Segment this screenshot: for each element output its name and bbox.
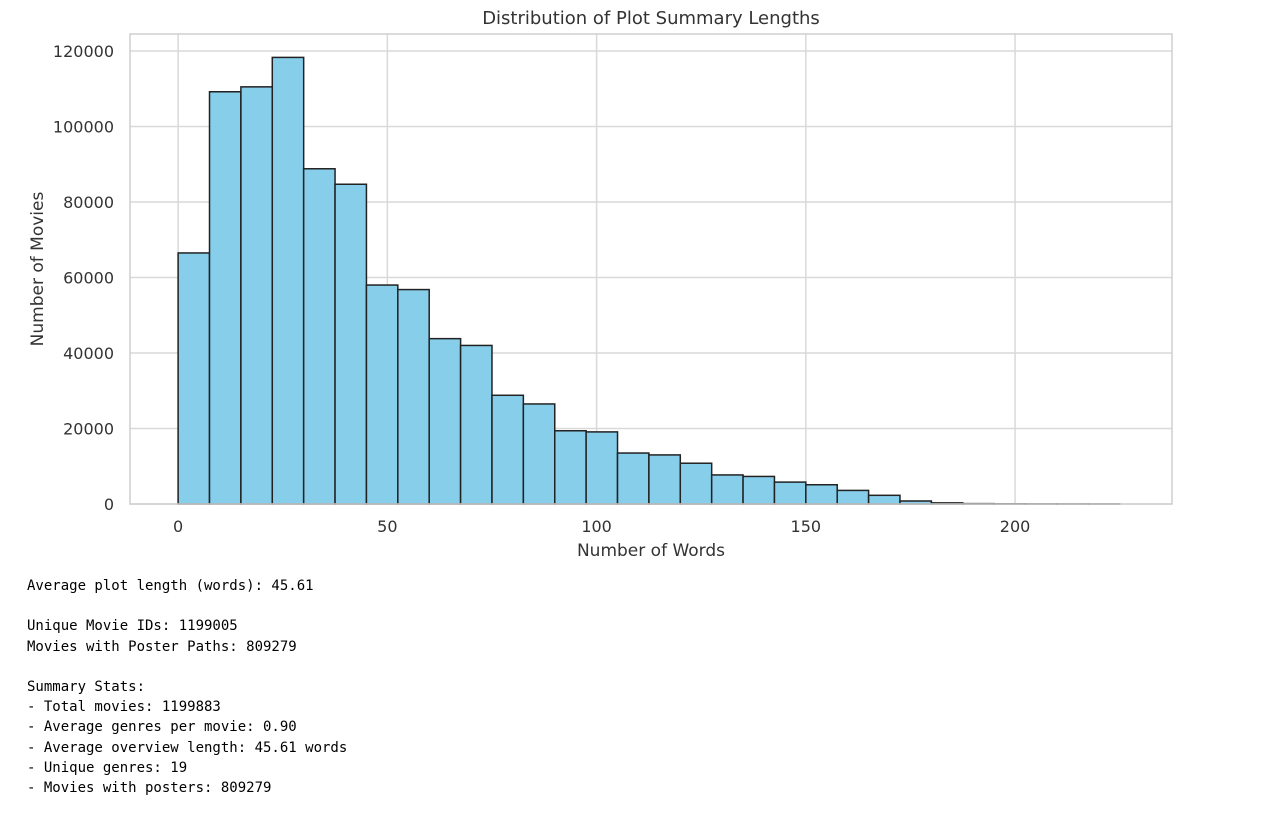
y-tick-label: 60000: [63, 268, 114, 287]
x-tick-label: 50: [377, 517, 397, 536]
summary-header-line: Summary Stats:: [27, 678, 146, 695]
x-tick-label: 0: [173, 517, 183, 536]
histogram-bar: [616, 452, 650, 505]
avg-plot-length-line: Average plot length (words): 45.61: [27, 578, 314, 594]
x-tick-label: 100: [581, 517, 612, 536]
y-tick-label: 0: [104, 495, 114, 514]
plot-frame: [129, 33, 1173, 505]
x-axis-ticks: 0 50 100 150 200: [173, 517, 1030, 536]
with-posters-line: - Movies with posters: 809279: [27, 779, 272, 796]
x-tick-label: 200: [1000, 517, 1031, 536]
console-output: Average plot length (words): 45.61 Unique…: [27, 576, 347, 798]
avg-genres-line: - Average genres per movie: 0.90: [27, 719, 297, 736]
histogram-bar: [271, 56, 305, 505]
y-axis-label: Number of Movies: [28, 192, 48, 347]
blank-line: [27, 657, 347, 677]
y-axis-ticks: 0 20000 40000 60000 80000 100000 120000: [53, 42, 114, 514]
histogram-bar: [397, 288, 430, 505]
histogram-bar: [334, 183, 368, 505]
histogram-bar: [585, 431, 619, 505]
unique-genres-line: - Unique genres: 19: [27, 759, 188, 776]
histogram-bar: [773, 481, 807, 505]
y-tick-label: 80000: [63, 193, 114, 212]
histogram-bar: [742, 475, 776, 505]
histogram-bar: [867, 494, 901, 505]
histogram-bar: [679, 462, 713, 505]
y-tick-label: 100000: [53, 117, 114, 136]
histogram-bar: [302, 168, 336, 505]
y-tick-label: 20000: [63, 419, 114, 438]
histogram-bar: [428, 337, 462, 505]
histogram-bar: [805, 483, 838, 505]
x-axis-label: Number of Words: [577, 541, 725, 561]
y-tick-label: 40000: [63, 344, 114, 363]
total-movies-line: - Total movies: 1199883: [27, 699, 221, 716]
y-tick-label: 120000: [53, 42, 114, 61]
histogram-bar: [522, 403, 556, 505]
histogram-bar: [459, 344, 493, 505]
histogram-bar: [836, 489, 870, 505]
histogram-bar: [554, 430, 587, 505]
avg-overview-line: - Average overview length: 45.61 words: [27, 739, 348, 756]
histogram-bar: [710, 474, 744, 505]
histogram-bar: [177, 252, 211, 505]
histogram-bar: [208, 91, 242, 505]
chart-title: Distribution of Plot Summary Lengths: [482, 8, 820, 29]
histogram-chart: 0 50 100 150 200 0 20000 40000 60000 80000 100000…: [28, 8, 1173, 561]
histogram-bar: [240, 86, 274, 505]
blank-line: [27, 596, 347, 616]
histogram-bars: [177, 56, 1121, 505]
histogram-bar: [648, 454, 682, 505]
x-tick-label: 150: [791, 517, 822, 536]
histogram-bar: [365, 284, 399, 505]
histogram-bar: [491, 394, 525, 505]
unique-ids-line: Unique Movie IDs: 1199005: [27, 618, 238, 635]
poster-paths-line: Movies with Poster Paths: 809279: [27, 638, 297, 655]
